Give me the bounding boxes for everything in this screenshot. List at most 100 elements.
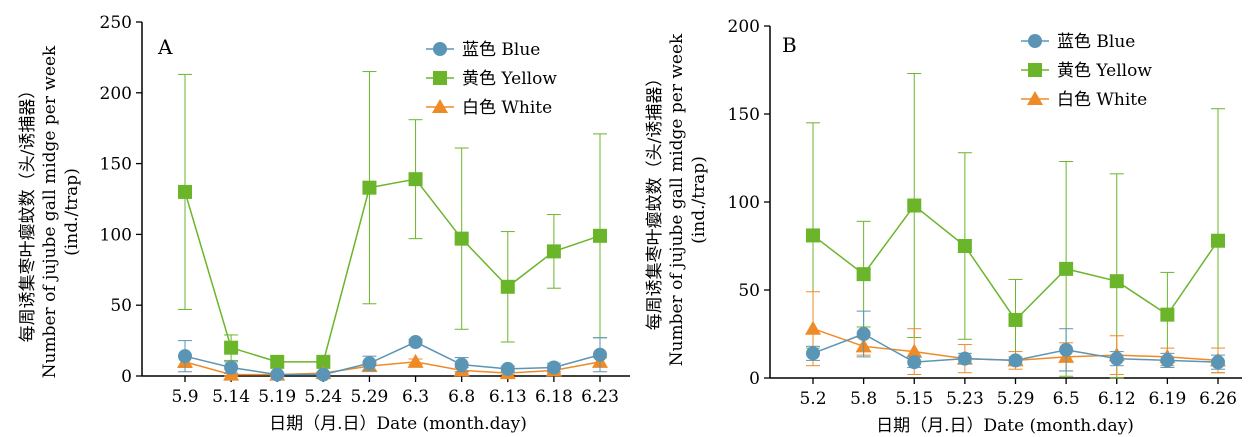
panel-b-x-tick-label: 6.26 [1199, 389, 1237, 409]
panel-a-series-line [184, 361, 601, 376]
panel-b-data-point [1008, 353, 1023, 368]
panel-a-data-point [178, 184, 192, 199]
panel-b-legend-marker [1028, 63, 1042, 77]
panel-b-legend-label: 白色 White [1057, 90, 1147, 110]
panel-a-x-tick-label: 5.24 [304, 387, 342, 407]
panel-b-y-axis-title-group: 每周诱集枣叶瘿蚊数（头/诱捕器） Number of jujube gall m… [645, 33, 709, 366]
panel-b-data-point [856, 267, 871, 282]
panel-b-x-tick-label: 5.15 [895, 389, 933, 409]
panel-b-data-point [907, 198, 922, 213]
panel-a-data-point [224, 360, 239, 375]
panel-a-data-point [270, 367, 285, 382]
panel-b-x-tick-label: 5.8 [850, 389, 877, 409]
panel-b-y-tick-label: 0 [749, 369, 760, 389]
panel-a-data-point [500, 279, 515, 294]
panel-b-y-axis-title-en: Number of jujube gall midge per week [667, 33, 687, 366]
panel-a-legend-marker [433, 42, 447, 56]
panel-a-y-axis-title-en: Number of jujube gall midge per week [40, 45, 60, 378]
panel-a-x-axis-title: 日期（月.日）Date (month.day) [269, 414, 527, 434]
panel-b-data-point [1109, 274, 1124, 289]
panel-a-y-axis-title-unit: (ind./trap) [62, 168, 82, 256]
panel-b-data-point [1059, 261, 1074, 276]
panel-b-data-point [1160, 353, 1175, 368]
panel-b-y-axis-title-cn: 每周诱集枣叶瘿蚊数（头/诱捕器） [645, 70, 665, 331]
panel-b-series-circle [806, 310, 1225, 372]
panel-b-x-tick-label: 6.19 [1148, 389, 1186, 409]
panel-b-data-point [1008, 312, 1023, 327]
panel-a-data-point [546, 360, 561, 375]
panel-a-x-tick-label: 6.23 [581, 387, 619, 407]
panel-a-data-point [362, 356, 377, 371]
panel-a-x-axis-title-group: 日期（月.日）Date (month.day) [269, 414, 527, 434]
panel-b-x-tick-label: 5.23 [946, 389, 984, 409]
panel-a-data-point [593, 347, 607, 362]
panel-b-x-axis-title: 日期（月.日）Date (month.day) [876, 416, 1134, 436]
panel-a-series-square [178, 71, 607, 369]
panel-a-legend-label: 黄色 Yellow [462, 69, 557, 89]
panel-b-data-point [907, 355, 922, 370]
panel-a-x-tick-label: 6.18 [535, 387, 573, 407]
panel-b-legend-marker [1028, 34, 1042, 48]
panel-a-data-point [178, 349, 192, 364]
panel-b-y-axis-title-unit: (ind./trap) [689, 156, 709, 244]
panel-b-legend-label: 黄色 Yellow [1057, 61, 1152, 81]
panel-b-data-point [806, 228, 820, 243]
panel-a-series-line [184, 341, 601, 376]
panel-a-x-tick-label: 5.9 [171, 387, 198, 407]
panel-a-data-point [454, 357, 469, 372]
panel-a-data-point [316, 354, 331, 369]
panel-a-data-point [546, 244, 561, 259]
panel-a-x-tick-label: 5.14 [212, 387, 250, 407]
panel-a-label: A [157, 35, 173, 59]
panel-b-x-tick-label: 6.12 [1098, 389, 1136, 409]
panel-a-chart: 0 50 100 150 200 250 5.9 5.14 5.19 5.24 5.29 6.3 6.8… [100, 13, 630, 407]
panel-a-series-circle [178, 335, 607, 382]
panel-b-data-point [1059, 342, 1074, 357]
panel-b-x-axis-title-group: 日期（月.日）Date (month.day) [876, 416, 1134, 436]
panel-b-y-tick-label: 50 [738, 281, 760, 301]
panel-a-x-tick-label: 6.8 [448, 387, 475, 407]
panel-a-x-tick-label: 5.29 [351, 387, 389, 407]
panel-a-legend-label: 白色 White [462, 98, 552, 118]
panel-a-data-point [270, 354, 285, 369]
panel-a-data-point [500, 361, 515, 376]
panel-b-data-point [1160, 307, 1175, 322]
panel-b-x-tick-label: 6.5 [1053, 389, 1080, 409]
panel-b-chart: 0 50 100 150 200 5.2 5.8 5.15 5.23 5.29 6.5 6.12 6.1… [728, 17, 1242, 409]
panel-b-data-point [856, 327, 871, 341]
panel-a-legend: 蓝色 Blue 黄色 Yellow 白色 White [426, 40, 557, 118]
panel-b-legend-marker [1027, 91, 1043, 105]
panel-a-data-point [362, 180, 377, 195]
panel-a-x-tick-label: 5.19 [258, 387, 296, 407]
panel-b-y-tick-label: 150 [728, 105, 760, 125]
panel-a-y-tick-label: 200 [100, 84, 132, 104]
panel-a-x-tick-label: 6.3 [402, 387, 429, 407]
panel-a-legend-label: 蓝色 Blue [462, 40, 540, 60]
panel-a-y-tick-label: 250 [100, 13, 132, 33]
panel-b-data-point [957, 351, 972, 366]
panel-a-data-point [407, 353, 424, 368]
panel-b-label: B [782, 33, 797, 57]
panel-b-data-point [1211, 355, 1225, 370]
panel-a-data-point [224, 340, 239, 355]
panel-b-legend: 蓝色 Blue 黄色 Yellow 白色 White [1021, 32, 1152, 110]
panel-a-y-axis-title-group: 每周诱集枣叶瘿蚊数（头/诱捕器） Number of jujube gall m… [18, 45, 82, 378]
panel-b-x-tick-label: 5.2 [799, 389, 826, 409]
panel-a-data-point [316, 367, 331, 382]
panel-a-legend-marker [433, 71, 447, 85]
panel-a-data-point [408, 172, 423, 187]
panel-a-y-tick-label: 0 [121, 367, 132, 387]
panel-a-y-axis-title-cn: 每周诱集枣叶瘿蚊数（头/诱捕器） [18, 82, 38, 343]
panel-a-y-tick-label: 100 [100, 225, 132, 245]
panel-a-y-tick-label: 150 [100, 155, 132, 175]
panel-a-data-point [454, 231, 469, 246]
panel-b-data-point [806, 346, 820, 361]
panel-a-legend-marker [432, 99, 448, 113]
panel-b-x-tick-label: 5.29 [997, 389, 1035, 409]
panel-a-series-line [184, 178, 601, 363]
panel-a-y-tick-label: 50 [110, 296, 132, 316]
panel-a-data-point [593, 228, 607, 243]
panel-b-data-point [1211, 233, 1225, 248]
panel-b-data-point [906, 343, 923, 358]
